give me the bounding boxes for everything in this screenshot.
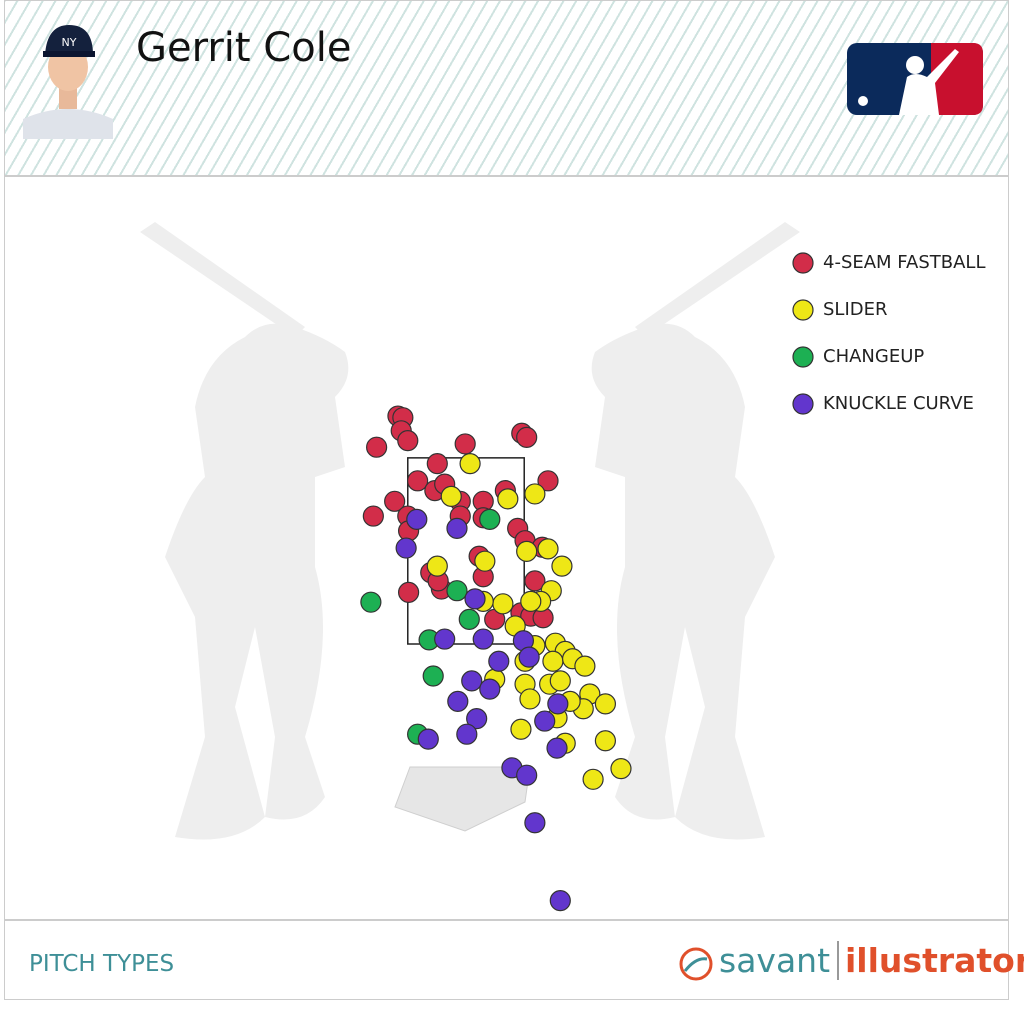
pitch <box>549 890 571 912</box>
brand: savant <box>719 941 831 980</box>
savant-icon <box>679 947 713 981</box>
legend-label: 4-SEAM FASTBALL <box>823 252 985 273</box>
footer: PITCH TYPES savant illustrator <box>5 919 1024 1001</box>
pitch <box>366 436 388 458</box>
pitch <box>551 555 573 577</box>
pitch <box>456 723 478 745</box>
pitch <box>447 690 469 713</box>
pitch <box>516 540 538 562</box>
pitch <box>537 470 559 492</box>
pitch <box>479 508 501 530</box>
pitch <box>594 730 617 752</box>
pitch <box>440 485 462 507</box>
pitch <box>454 433 476 455</box>
pitch <box>546 737 568 759</box>
pitch <box>397 430 419 452</box>
pitch <box>574 655 596 677</box>
legend-marker <box>792 393 814 415</box>
pitch <box>520 590 542 612</box>
pitch <box>534 710 556 732</box>
pitch <box>398 581 420 603</box>
pitch <box>537 538 559 560</box>
pitch <box>466 708 488 730</box>
pitch <box>474 550 496 572</box>
pitch <box>426 555 448 577</box>
svg-text:NY: NY <box>62 36 77 49</box>
legend-marker <box>792 346 814 368</box>
pitch <box>524 483 546 505</box>
pitch <box>510 718 532 740</box>
pitch <box>519 688 541 710</box>
brand: illustrator <box>837 941 1024 980</box>
pitch <box>446 517 468 539</box>
pitch <box>464 588 486 610</box>
player-photo: NY <box>23 25 113 139</box>
pitch <box>516 426 538 448</box>
header: NY Gerrit Cole <box>5 1 1008 177</box>
pitch <box>407 470 429 492</box>
pitch <box>524 812 546 834</box>
pitch <box>582 768 604 790</box>
footer-label: PITCH TYPES <box>29 951 175 977</box>
pitch <box>524 570 546 592</box>
pitch <box>492 593 514 615</box>
pitch <box>461 670 483 692</box>
pitch <box>497 488 519 510</box>
card: NY Gerrit Cole 4-SEAM FASTBALL SLIDER CHAN… <box>4 0 1024 1001</box>
pitch <box>549 670 571 692</box>
pitch <box>434 628 456 650</box>
pitch <box>516 764 538 786</box>
pitch <box>542 650 564 672</box>
legend-label: SLIDER <box>823 299 888 320</box>
pitch <box>395 537 417 559</box>
pitch-chart: 4-SEAM FASTBALL SLIDER CHANGEUP KNUCKLE CUR… <box>140 222 985 912</box>
batter-silhouette <box>140 222 800 840</box>
pitch <box>426 453 448 475</box>
pitch <box>472 628 494 650</box>
pitch <box>422 665 444 687</box>
pitch <box>488 650 510 672</box>
pitch <box>384 490 406 512</box>
pitch <box>594 693 617 715</box>
mlb-logo <box>847 43 983 115</box>
legend-marker <box>792 299 814 321</box>
pitch <box>518 646 540 668</box>
pitch <box>458 608 480 630</box>
pitch <box>406 508 428 530</box>
pitch <box>610 758 632 780</box>
legend-marker <box>792 252 814 274</box>
pitch <box>360 591 382 613</box>
player-name: Gerrit Cole <box>136 25 352 71</box>
pitch <box>446 580 468 602</box>
pitch <box>362 505 384 527</box>
legend-label: CHANGEUP <box>823 346 924 367</box>
pitch <box>547 693 569 715</box>
pitch <box>459 453 481 475</box>
pitch <box>417 728 439 750</box>
legend-label: KNUCKLE CURVE <box>823 393 974 414</box>
pitch <box>479 678 501 700</box>
